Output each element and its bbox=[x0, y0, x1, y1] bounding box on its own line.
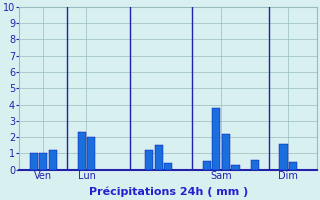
Bar bbox=[289, 162, 297, 170]
Bar bbox=[29, 153, 38, 170]
Bar bbox=[164, 163, 172, 170]
Bar bbox=[145, 150, 153, 170]
Bar bbox=[279, 144, 288, 170]
X-axis label: Précipitations 24h ( mm ): Précipitations 24h ( mm ) bbox=[89, 187, 248, 197]
Bar bbox=[49, 150, 57, 170]
Bar bbox=[222, 134, 230, 170]
Bar bbox=[212, 108, 220, 170]
Bar bbox=[203, 161, 211, 170]
Bar bbox=[155, 145, 163, 170]
Bar bbox=[87, 137, 95, 170]
Bar bbox=[231, 165, 240, 170]
Bar bbox=[39, 153, 47, 170]
Bar bbox=[77, 132, 86, 170]
Bar bbox=[251, 160, 259, 170]
